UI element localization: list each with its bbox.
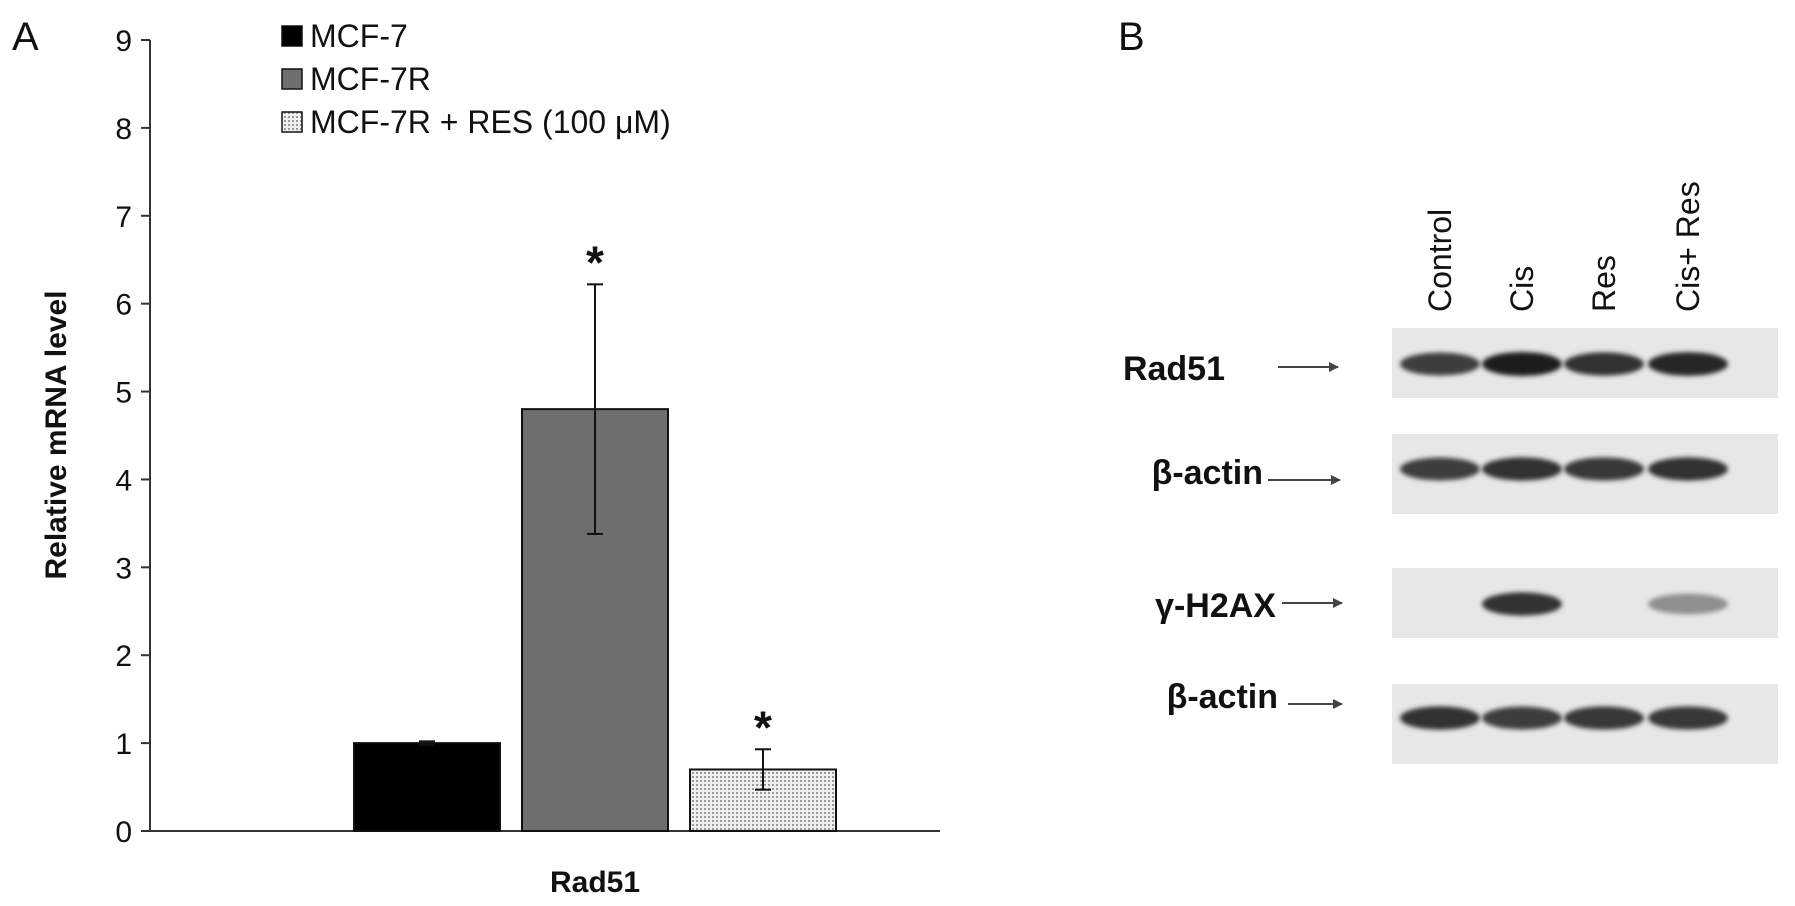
protein-label: γ-H2AX xyxy=(1155,587,1276,625)
legend-label-0: MCF-7 xyxy=(310,18,408,54)
y-tick-label: 2 xyxy=(115,640,132,673)
bar-0 xyxy=(353,742,501,832)
x-category-label: Rad51 xyxy=(550,866,640,899)
protein-label: β-actin xyxy=(1152,454,1263,492)
y-tick-label: 0 xyxy=(115,816,132,849)
blot-band xyxy=(1564,457,1644,481)
legend-label-1: MCF-7R xyxy=(310,61,431,97)
y-tick-label: 6 xyxy=(115,289,132,322)
y-axis-title: Relative mRNA level xyxy=(40,290,73,579)
legend-swatch-1 xyxy=(281,68,303,90)
blot-band xyxy=(1482,457,1562,481)
protein-label: β-actin xyxy=(1167,678,1278,716)
blot-band xyxy=(1648,706,1728,730)
blot-band xyxy=(1482,706,1562,730)
lane-label-2: Res xyxy=(1586,255,1622,312)
bar-chart: 0 1 2 3 4 5 6 7 8 9 Relative mRNA level Rad51 * * MCF-… xyxy=(40,18,940,899)
y-tick-label: 1 xyxy=(115,728,132,761)
blot-band xyxy=(1400,457,1480,481)
y-tick-label: 4 xyxy=(115,464,132,497)
lane-label-1: Cis xyxy=(1504,266,1540,312)
significance-marker: * xyxy=(586,236,604,288)
blot-band xyxy=(1482,592,1562,616)
blot-band xyxy=(1564,352,1644,376)
legend-label-2: MCF-7R + RES (100 μM) xyxy=(310,104,671,140)
panel-a-label: A xyxy=(12,15,39,59)
legend-swatch-2 xyxy=(281,111,303,133)
lane-label-3: Cis+ Res xyxy=(1670,181,1706,312)
blot-band xyxy=(1482,352,1562,376)
blot-band xyxy=(1564,706,1644,730)
blot-band xyxy=(1648,593,1728,615)
y-tick-label: 7 xyxy=(115,201,132,234)
y-tick-label: 3 xyxy=(115,552,132,585)
lane-label-0: Control xyxy=(1422,209,1458,312)
blot-band xyxy=(1400,706,1480,730)
y-tick-label: 8 xyxy=(115,113,132,146)
y-tick-label: 9 xyxy=(115,25,132,58)
legend-swatch-0 xyxy=(281,25,303,47)
blot-band xyxy=(1648,457,1728,481)
y-tick-label: 5 xyxy=(115,377,132,410)
significance-marker: * xyxy=(754,701,772,753)
western-blot: Control Cis Res Cis+ Res Rad51 β-actin γ-H2AX β… xyxy=(1123,181,1778,764)
protein-label: Rad51 xyxy=(1123,350,1225,388)
blot-band xyxy=(1400,352,1480,376)
blot-band xyxy=(1648,352,1728,376)
panel-b-label: B xyxy=(1118,15,1145,59)
